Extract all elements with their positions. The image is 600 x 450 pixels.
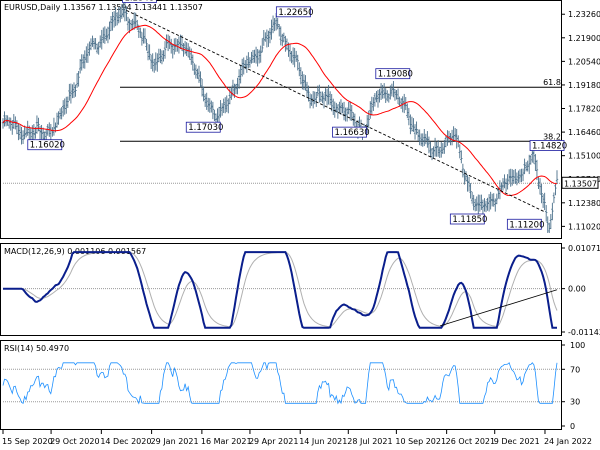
price-tick-label: 1.16460 (568, 128, 600, 137)
price-tick-label: 1.19180 (568, 81, 600, 90)
price-annotation-box (449, 213, 485, 225)
price-annotation-label: 1.11200 (509, 220, 544, 230)
price-annotation-box (506, 218, 542, 230)
main-panel-title: EURUSD,Daily 1.13567 1.13594 1.13441 1.1… (4, 3, 203, 12)
time-tick-label: 28 Jul 2021 (347, 437, 392, 446)
price-annotation-label: 1.19080 (378, 70, 413, 80)
rsi-line (2, 362, 558, 405)
price-tick-label: 1.11020 (568, 222, 600, 231)
axis-layer: 1.23260 1.21900 1.20540 1.19180 1.17820 1.164… (2, 10, 600, 446)
time-tick-label: 14 Jun 2021 (299, 437, 347, 446)
price-annotation-box (529, 140, 565, 151)
price-annotation-label: 1.17030 (188, 123, 223, 133)
price-annotation-label: 1.23480 (124, 0, 159, 3)
rsi-tick-label: 0 (570, 422, 575, 431)
time-tick-label: 10 Sep 2021 (395, 437, 446, 446)
price-annotation-label: 1.16630 (334, 128, 369, 138)
price-tick-label: 1.23260 (568, 10, 600, 19)
price-annotation-box (185, 121, 221, 133)
current-price-box (561, 176, 599, 189)
price-annotation-box (122, 0, 157, 3)
price-annotation-label: 1.11850 (452, 215, 487, 225)
price-layer: 61.8 38.2 1.23480 1.22650 1.19080 1.14820 1.16… (1, 0, 567, 233)
time-tick-label: 9 Dec 2021 (494, 437, 540, 446)
rsi-layer (2, 362, 561, 405)
macd-tick-label: 0.010715 (568, 244, 600, 253)
macd-layer (3, 251, 561, 329)
time-tick-label: 26 Oct 2021 (446, 437, 495, 446)
time-tick-label: 24 Jan 2022 (544, 437, 592, 446)
time-tick-label: 15 Sep 2020 (2, 437, 53, 446)
rsi-tick-label: 70 (570, 365, 580, 374)
macd-trendline (439, 289, 558, 327)
price-annotation-box (27, 139, 63, 151)
fib-level-label: 61.8 (543, 78, 561, 87)
rsi-tick-label: 100 (570, 341, 585, 350)
price-tick-label: 1.20540 (568, 57, 600, 66)
price-annotation-label: 1.22650 (278, 8, 313, 18)
price-annotation-box (332, 126, 367, 138)
moving-average-line (2, 24, 558, 196)
price-annotation-label: 1.16020 (30, 141, 65, 151)
current-price-label: 1.13507 (564, 179, 597, 188)
rsi-panel-title: RSI(14) 50.4970 (4, 344, 69, 353)
price-tick-label: 1.17820 (568, 105, 600, 114)
time-tick-label: 29 Jan 2021 (151, 437, 199, 446)
time-tick-label: 16 Mar 2021 (201, 437, 252, 446)
fib-level-label: 38.2 (543, 132, 561, 141)
macd-panel[interactable] (0, 243, 562, 336)
price-annotation-label: 1.14820 (532, 142, 567, 152)
price-tick-label: 1.12380 (568, 199, 600, 208)
price-annotation-box (375, 68, 411, 80)
price-tick-label: 1.21900 (568, 34, 600, 43)
time-tick-label: 29 Apr 2021 (249, 437, 298, 446)
time-tick-label: 29 Oct 2020 (50, 437, 99, 446)
macd-main-line (3, 251, 557, 329)
downtrend-line (126, 10, 546, 213)
macd-tick-label: 0.00 (568, 285, 586, 294)
price-tick-label: 1.15100 (568, 152, 600, 161)
macd-tick-label: -0.011424 (568, 328, 600, 337)
rsi-tick-label: 30 (570, 398, 580, 407)
time-tick-label: 14 Dec 2020 (100, 437, 151, 446)
price-annotation-box (275, 6, 311, 18)
